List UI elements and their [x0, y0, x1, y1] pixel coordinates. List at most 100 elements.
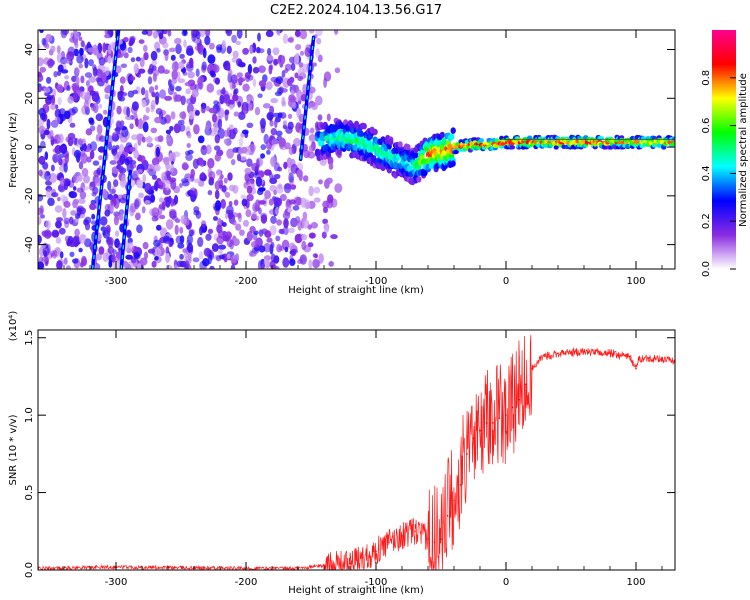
- spectrogram-noise-cell: [301, 234, 308, 241]
- spectrogram-noise-cell: [315, 48, 320, 58]
- spectrogram-noise-cell: [290, 248, 299, 254]
- spectrogram-noise-cell: [51, 138, 58, 145]
- spectrogram-x-label: Height of straight line (km): [288, 285, 424, 296]
- spectrogram-noise-cell: [218, 249, 224, 255]
- spectrogram-noise-cell: [169, 208, 177, 216]
- spectrogram-noise-cell: [96, 167, 101, 175]
- spectrogram-noise-cell: [130, 76, 136, 81]
- spectrogram-noise-cell: [53, 71, 58, 78]
- spectrogram-noise-cell: [113, 215, 119, 226]
- spectrogram-noise-cell: [145, 89, 149, 101]
- spectrogram-noise-cell: [129, 163, 137, 169]
- spectrogram-noise-cell: [315, 95, 323, 106]
- spectrogram-noise-cell: [151, 215, 159, 222]
- spectrogram-noise-cell: [273, 59, 278, 66]
- spectrogram-noise-cell: [164, 95, 173, 101]
- spectrogram-noise-cell: [119, 76, 126, 84]
- spectrogram-noise-cell: [334, 183, 343, 194]
- spectrogram-noise-cell: [179, 253, 184, 260]
- spectrogram-noise-cell: [135, 56, 141, 62]
- spectrogram-noise-cell: [269, 105, 275, 115]
- spectrogram-noise-cell: [71, 75, 77, 83]
- spectrogram-noise-cell: [194, 109, 200, 116]
- spectrogram-noise-cell: [51, 192, 59, 198]
- spectrogram-noise-cell: [251, 162, 259, 172]
- spectrogram-noise-cell: [191, 89, 199, 98]
- spectrogram-noise-cell: [263, 242, 271, 253]
- spectrogram-noise-cell: [96, 124, 103, 135]
- spectrogram-y-axis: -40 -20 0 20 40: [24, 43, 675, 253]
- spectrogram-noise-cell: [64, 75, 70, 80]
- spectrogram-noise-cell: [131, 134, 139, 141]
- spectrogram-noise-cell: [288, 147, 295, 155]
- spectrogram-noise-cell: [116, 105, 122, 115]
- spectrogram-noise-cell: [104, 86, 111, 94]
- spectrogram-noise-cell: [321, 231, 327, 239]
- snr-point: [511, 406, 514, 409]
- spectrogram-noise-cell: [101, 72, 107, 83]
- spectrogram-noise-cell: [100, 226, 107, 232]
- spectrogram-noise-cell: [207, 228, 214, 234]
- spectrogram-noise-cell: [207, 158, 215, 169]
- spectrogram-noise-cell: [309, 127, 315, 134]
- spectrogram-noise-cell: [319, 157, 327, 166]
- spectrogram-noise-cell: [228, 124, 234, 131]
- spectrogram-noise-cell: [168, 79, 172, 88]
- spectrogram-noise-cell: [47, 197, 55, 207]
- spectrogram-noise-cell: [165, 129, 172, 135]
- spectrogram-noise-cell: [179, 53, 185, 59]
- spectrogram-noise-cell: [305, 202, 311, 209]
- spectrogram-noise-cell: [171, 69, 178, 80]
- spectrogram-noise-cell: [187, 71, 195, 79]
- spectrogram-noise-cell: [46, 118, 51, 130]
- spectrogram-noise-cell: [134, 253, 141, 260]
- spectrogram-frame: [37, 29, 676, 270]
- spectrogram-noise-cell: [60, 30, 68, 39]
- spectrogram-noise-cell: [226, 148, 235, 159]
- spectrogram-noise-cell: [72, 258, 79, 264]
- spectrogram-y-label: Frequency (Hz): [8, 112, 19, 188]
- spectrogram-noise-cell: [221, 185, 227, 193]
- spectrogram-noise-cell: [43, 87, 51, 94]
- spectrogram-noise-cell: [106, 227, 111, 234]
- spectrogram-noise-cell: [52, 153, 60, 163]
- spectrogram-noise-cell: [157, 204, 163, 216]
- spectrogram-noise-cell: [227, 212, 234, 220]
- spectrogram-noise-cell: [293, 137, 301, 147]
- spectrogram-signal-cell: [509, 145, 516, 150]
- spectrogram-noise-cell: [147, 76, 153, 85]
- snr-point: [362, 556, 364, 559]
- spectrogram-noise-cell: [228, 128, 236, 140]
- spectrogram-noise-cell: [76, 54, 84, 64]
- spectrogram-noise-cell: [298, 62, 304, 69]
- spectrogram-noise-cell: [121, 126, 129, 138]
- spectrogram-noise-cell: [123, 37, 129, 43]
- spectrogram-noise-cell: [286, 78, 293, 86]
- spectrogram-noise-cell: [107, 246, 115, 255]
- spectrogram-noise-cell: [119, 153, 126, 164]
- spectrogram-noise-cell: [171, 152, 176, 163]
- spectrogram-streak-core: [300, 37, 315, 160]
- spectrogram-noise-cell: [159, 214, 166, 220]
- spectrogram-noise-cell: [324, 226, 329, 233]
- spectrogram-noise-cell: [242, 83, 250, 92]
- spectrogram-noise-cell: [70, 210, 77, 216]
- spectrogram-noise-cell: [180, 215, 187, 225]
- spectrogram-signal-cell: [478, 138, 484, 143]
- spectrogram-noise-cell: [265, 30, 274, 38]
- snr-point: [557, 352, 559, 355]
- spectrogram-noise-cell: [142, 121, 149, 133]
- spectrogram-noise-cell: [236, 153, 242, 162]
- spectrogram-noise-cell: [64, 110, 71, 120]
- spectrogram-noise-cell: [105, 236, 114, 246]
- spectrogram-noise-cell: [186, 45, 194, 53]
- spectrogram-noise-cell: [224, 109, 230, 116]
- spectrogram-noise-cell: [43, 250, 48, 258]
- spectrogram-noise-cell: [154, 164, 161, 172]
- spectrogram-noise-cell: [46, 76, 52, 84]
- spectrogram-noise-cell: [257, 32, 261, 42]
- spectrogram-noise-cell: [207, 254, 212, 265]
- snr-point: [531, 367, 533, 370]
- spectrogram-noise-cell: [98, 135, 107, 142]
